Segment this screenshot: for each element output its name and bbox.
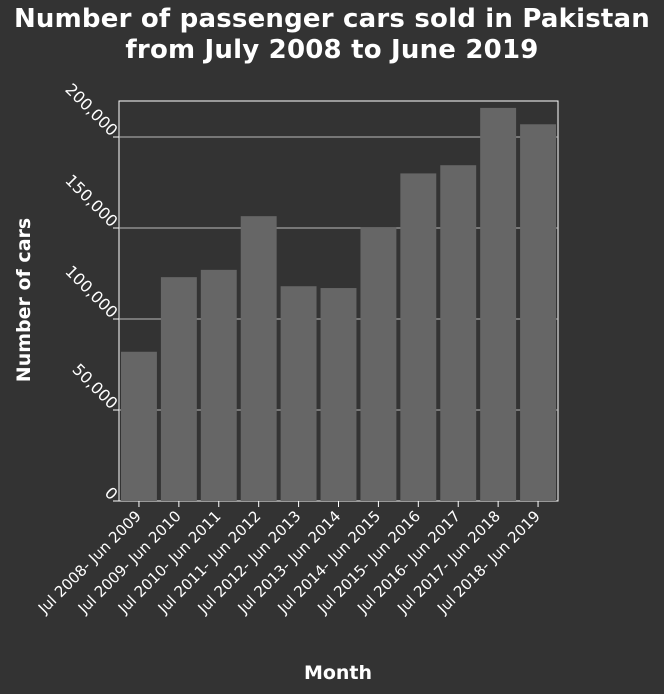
bar-7 <box>400 173 437 501</box>
bars <box>120 107 557 502</box>
bar-4 <box>280 286 317 501</box>
x-axis-label: Month <box>304 662 372 684</box>
y-tick-label-3: 150,000 <box>61 171 121 231</box>
bar-10 <box>520 124 557 501</box>
y-tick-label-2: 100,000 <box>61 262 121 322</box>
bar-6 <box>360 227 397 501</box>
chart-title-line-2: from July 2008 to June 2019 <box>125 35 539 65</box>
bar-0 <box>120 351 157 501</box>
bar-8 <box>440 165 477 501</box>
bar-5 <box>320 288 357 501</box>
y-axis-label: Number of cars <box>13 218 35 382</box>
bar-3 <box>240 216 277 502</box>
bar-9 <box>480 107 517 501</box>
bar-2 <box>200 269 237 501</box>
y-tick-label-1: 50,000 <box>69 360 122 413</box>
y-tick-label-4: 200,000 <box>61 80 121 140</box>
bar-1 <box>160 277 197 501</box>
chart-title-line-1: Number of passenger cars sold in Pakista… <box>13 4 651 34</box>
